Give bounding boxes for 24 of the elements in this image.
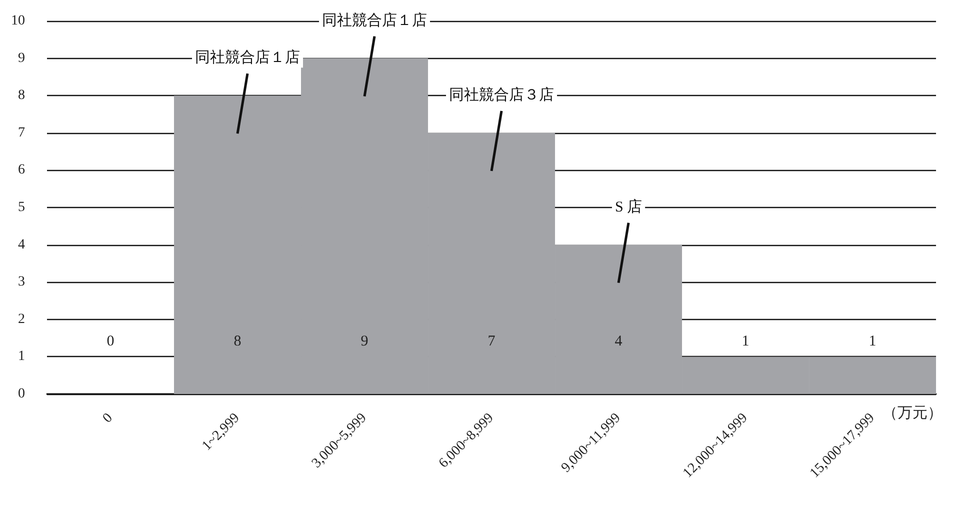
x-tick-label: 0 (100, 410, 116, 426)
annotation: 同社競合店３店 (449, 86, 554, 104)
y-tick-label: 2 (18, 312, 25, 327)
y-tick-label: 3 (18, 274, 25, 290)
data-label: 1 (742, 334, 750, 350)
data-label: 0 (106, 334, 114, 350)
data-label: 1 (868, 334, 876, 350)
y-tick-label: 1 (18, 349, 25, 364)
y-tick-label: 6 (18, 162, 25, 178)
y-tick-label: 8 (18, 88, 25, 104)
y-tick-label: 4 (18, 237, 25, 252)
x-axis-title: （万元） (882, 406, 942, 422)
data-label: 9 (360, 334, 368, 350)
y-tick-label: 5 (18, 200, 25, 215)
y-tick-label: 9 (18, 50, 25, 66)
data-label: 7 (488, 334, 496, 350)
y-tick-label: 7 (18, 125, 25, 140)
annotation: 同社競合店１店 (195, 49, 300, 66)
data-label: 4 (614, 334, 623, 350)
y-tick-label: 10 (11, 14, 25, 28)
data-label: 8 (234, 334, 242, 350)
annotation: S 店 (614, 198, 642, 216)
annotation: 同社競合店１店 (322, 12, 428, 29)
y-tick-label: 0 (18, 386, 25, 402)
